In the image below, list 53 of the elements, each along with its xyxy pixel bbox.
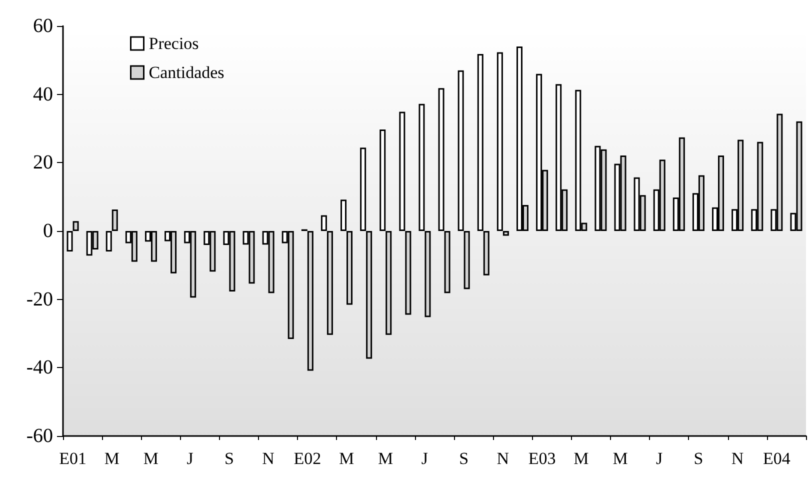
y-tick-label: -20 (26, 288, 53, 310)
bar (496, 52, 503, 231)
x-tick-label: E02 (294, 449, 322, 468)
x-tick-label: J (186, 449, 194, 468)
x-tick-label: N (262, 449, 274, 468)
bar (66, 231, 73, 252)
bar (106, 231, 112, 252)
bar (458, 70, 464, 231)
x-tick-label: M (574, 449, 589, 468)
bar (477, 54, 484, 231)
bar (444, 231, 450, 294)
bar (112, 209, 118, 231)
y-tick-label: 20 (33, 152, 53, 174)
y-tick-label: 40 (33, 83, 53, 106)
bar (464, 231, 470, 290)
y-tick-label: 0 (43, 220, 53, 242)
bar (418, 104, 425, 231)
bar (483, 231, 490, 276)
legend-label: Precios (148, 34, 199, 53)
bar (326, 231, 333, 335)
bar (386, 231, 392, 335)
x-tick-label: N (496, 449, 510, 468)
x-tick-label: E04 (762, 449, 791, 468)
x-tick-label: M (143, 449, 159, 468)
x-tick-label: M (612, 449, 628, 468)
bar (424, 231, 431, 318)
legend-label: Cantidades (148, 63, 224, 82)
x-tick-label: E03 (528, 449, 556, 468)
bar (72, 221, 79, 231)
x-tick-label: N (731, 449, 744, 468)
bar (346, 231, 353, 305)
x-tick-label: M (378, 449, 394, 468)
bar (340, 200, 347, 231)
x-tick-label: M (104, 449, 120, 468)
bar (307, 231, 314, 371)
bar (405, 231, 412, 315)
bar (502, 231, 509, 236)
y-tick-label: -40 (26, 356, 53, 379)
y-tick-label: 60 (33, 15, 53, 37)
bar (399, 112, 406, 231)
x-tick-label: J (656, 449, 664, 468)
x-tick-label: E01 (59, 449, 86, 468)
bar (366, 231, 372, 359)
y-tick-label: -60 (26, 425, 53, 447)
bar (320, 215, 327, 231)
bar (360, 148, 366, 231)
bar (438, 88, 444, 231)
x-tick-label: S (459, 449, 469, 468)
x-tick-label: M (338, 449, 354, 468)
x-tick-label: J (421, 449, 428, 468)
bar (380, 130, 386, 231)
x-tick-label: S (224, 449, 234, 468)
x-tick-label: S (694, 449, 704, 468)
